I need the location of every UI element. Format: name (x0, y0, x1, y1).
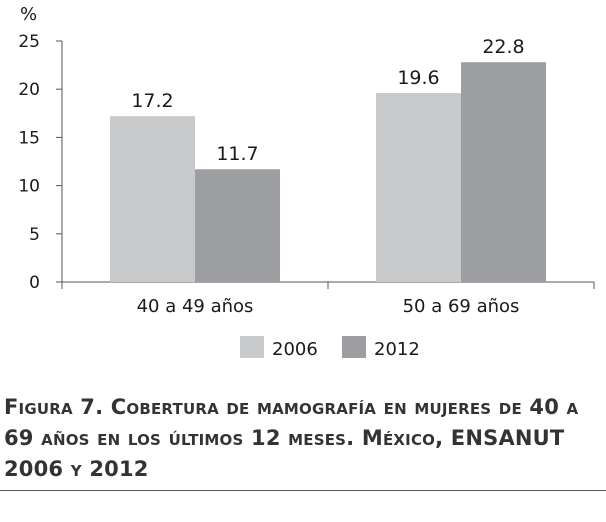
bars (110, 62, 546, 282)
value-labels: 17.2 11.7 19.6 22.8 (131, 36, 524, 165)
y-tick-label: 20 (18, 80, 40, 100)
x-category-label: 50 a 69 años (403, 296, 520, 317)
bar-value-label: 17.2 (131, 90, 173, 112)
bottom-divider (0, 490, 606, 491)
legend-label-2012: 2012 (374, 339, 420, 360)
y-tick-label: 5 (29, 225, 40, 245)
y-axis: 0 5 10 15 20 25 (18, 32, 63, 293)
legend: 2006 2012 (240, 336, 420, 360)
legend-swatch-2012 (342, 336, 366, 358)
figure-caption: Figura 7. Cobertura de mamografía en muj… (4, 395, 579, 481)
y-tick-label: 10 (18, 177, 40, 197)
bar-value-label: 22.8 (482, 36, 524, 58)
x-category-label: 40 a 49 años (137, 296, 254, 317)
bar-value-label: 11.7 (216, 143, 258, 165)
legend-swatch-2006 (240, 336, 264, 358)
legend-label-2006: 2006 (272, 339, 318, 360)
bar-2006-0 (110, 116, 195, 282)
bar-chart: % 0 5 10 15 20 25 40 a 49 años 50 a 69 años 17… (18, 4, 595, 360)
bar-value-label: 19.6 (397, 67, 439, 89)
x-axis: 40 a 49 años 50 a 69 años (61, 281, 595, 317)
y-axis-unit-label: % (20, 4, 37, 25)
bar-2006-1 (376, 93, 461, 282)
y-tick-label: 15 (18, 128, 40, 148)
y-tick-label: 0 (29, 273, 40, 293)
bar-2012-0 (195, 169, 280, 282)
y-tick-label: 25 (18, 32, 40, 52)
bar-2012-1 (461, 62, 546, 282)
